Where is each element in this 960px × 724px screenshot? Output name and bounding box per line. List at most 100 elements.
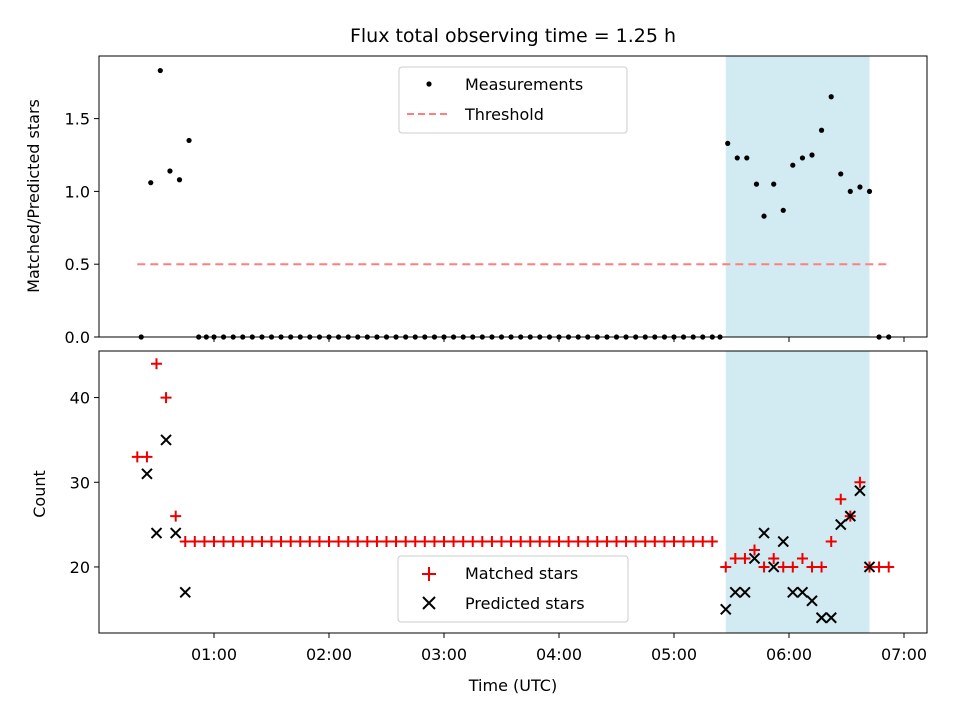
matched-star-marker: [285, 536, 297, 548]
predicted-star-marker: [141, 468, 153, 480]
matched-star-marker: [313, 536, 325, 548]
counts-axes-frame: [98, 350, 928, 634]
matched-star-marker: [496, 536, 507, 548]
measurement-point: [176, 177, 183, 183]
counts-shaded-region: [725, 351, 870, 633]
predicted-star-marker: [777, 535, 789, 548]
measurement-point: [838, 171, 844, 177]
matched-star-marker: [294, 536, 306, 548]
predicted-star-marker: [179, 586, 191, 599]
predicted-star-marker: [806, 595, 818, 607]
matched-star-marker: [419, 536, 431, 548]
measurement-point: [734, 155, 740, 161]
matched-star-marker: [160, 392, 172, 404]
matched-star-marker: [304, 536, 316, 548]
predicted-star-marker: [796, 586, 809, 599]
ratio-legend: Measurements Threshold: [398, 66, 628, 134]
measurement-point: [744, 155, 750, 161]
matched-star-marker: [198, 536, 210, 548]
measurement-point: [157, 67, 163, 74]
counts-y-tick-label: 40: [70, 389, 90, 408]
matched-star-marker: [400, 536, 412, 548]
measurement-point: [847, 188, 853, 195]
matched-star-marker: [739, 552, 751, 564]
counts-y-label: Count: [30, 470, 49, 518]
predicted-star-marker: [169, 527, 182, 539]
predicted-star-marker: [767, 561, 780, 573]
matched-star-marker: [448, 536, 460, 548]
matched-star-marker: [630, 536, 642, 548]
x-tick-label: 04:00: [536, 645, 582, 664]
predicted-star-marker: [844, 510, 857, 522]
predicted-star-marker: [854, 485, 866, 497]
matched-star-marker: [438, 536, 450, 548]
matched-star-marker: [237, 536, 249, 548]
predicted-star-marker: [720, 603, 732, 615]
measurement-point: [761, 213, 767, 219]
measurement-point: [167, 168, 173, 174]
matched-star-marker: [505, 536, 517, 548]
matched-star-marker: [873, 561, 885, 573]
x-tick-label: 02:00: [306, 645, 352, 664]
matched-star-marker: [749, 544, 760, 556]
matched-star-marker: [323, 536, 335, 548]
predicted-star-marker: [729, 586, 742, 599]
predicted-star-marker: [150, 527, 163, 539]
ratio-y-tick-label: 0.5: [65, 255, 90, 274]
predicted-star-marker: [815, 612, 828, 624]
matched-star-marker: [333, 536, 345, 548]
matched-star-marker: [854, 476, 866, 488]
matched-star-marker: [170, 510, 182, 522]
matched-star-marker: [486, 536, 498, 548]
figure-title: Flux total observing time = 1.25 h: [350, 25, 676, 47]
matched-star-marker: [342, 536, 354, 548]
matched-star-marker: [697, 536, 709, 548]
ratio-legend-box: [398, 66, 628, 134]
measurement-legend-marker: [426, 81, 432, 87]
predicted-star-marker: [748, 552, 761, 565]
matched-star-marker: [649, 536, 661, 548]
legend-predicted-label: Predicted stars: [465, 594, 585, 613]
predicted-star-marker: [758, 527, 770, 539]
matched-star-marker: [883, 561, 895, 573]
matched-star-marker: [720, 561, 732, 573]
measurement-point: [780, 207, 786, 213]
matched-star-marker: [543, 536, 555, 548]
ratio-x-ticks: [213, 337, 905, 342]
legend-threshold-label: Threshold: [464, 105, 544, 124]
matched-star-marker: [706, 536, 718, 548]
matched-star-marker: [620, 536, 632, 548]
matched-star-marker: [553, 536, 565, 548]
counts-y-ticks: 20 30 40: [70, 389, 99, 577]
matched-star-marker: [816, 561, 828, 573]
matched-star-marker: [275, 536, 287, 548]
matched-star-marker: [825, 536, 837, 548]
measurement-point: [866, 188, 873, 195]
matched-star-marker: [515, 536, 527, 548]
matched-star-marker: [208, 536, 220, 548]
counts-shade-rect: [725, 351, 870, 633]
ratio-axes-frame: [98, 55, 928, 338]
matched-star-marker: [381, 536, 392, 548]
matched-star-marker: [218, 536, 230, 548]
ratio-y-tick-label: 0.0: [65, 328, 90, 347]
matched-star-marker: [835, 493, 847, 505]
measurement-point: [799, 155, 806, 161]
x-tick-label: 03:00: [421, 645, 467, 664]
legend-matched-label: Matched stars: [465, 564, 578, 583]
ratio-y-tick-label: 1.0: [65, 182, 90, 201]
matched-star-marker: [131, 451, 143, 463]
matched-star-marker: [658, 536, 670, 548]
matched-star-marker: [409, 536, 421, 548]
ratio-panel: 0.0 0.5 1.0 1.5 Matched/Predicted stars Mea…: [24, 55, 928, 347]
ratio-y-ticks: 0.0 0.5 1.0 1.5: [65, 110, 99, 347]
measurement-point: [148, 180, 154, 186]
counts-legend-box: [397, 555, 629, 623]
predicted-star-marker: [863, 561, 876, 573]
predicted-star-marker: [835, 518, 847, 531]
matched-star-marker: [428, 536, 440, 548]
predicted-star-marker: [787, 586, 799, 599]
ratio-marks: [137, 67, 892, 340]
matched-star-marker: [777, 561, 789, 573]
